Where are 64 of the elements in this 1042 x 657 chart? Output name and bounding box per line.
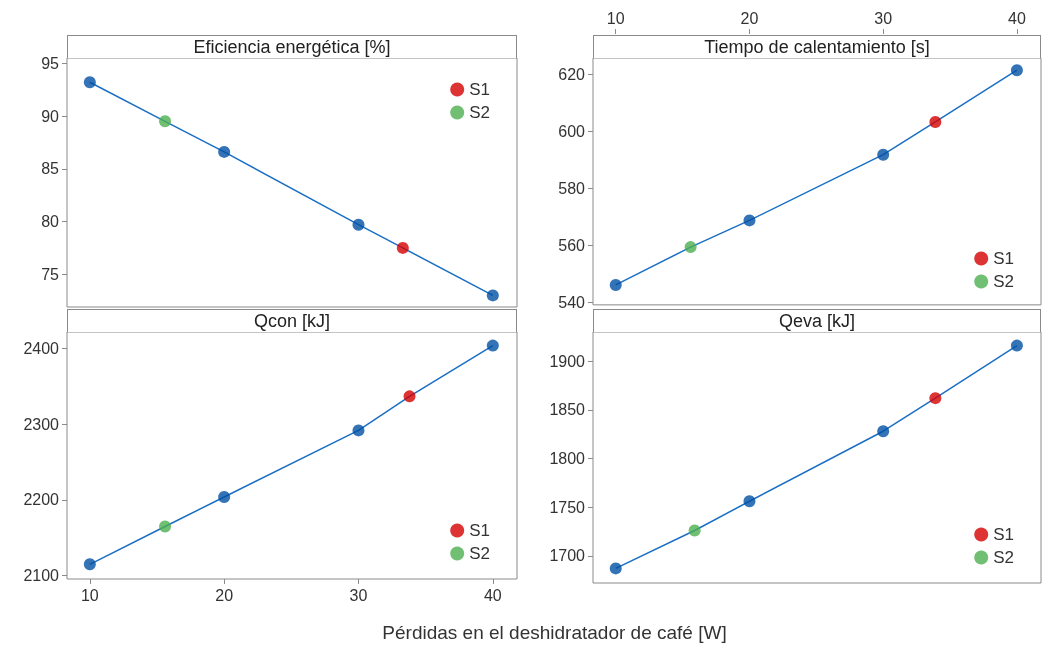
y-tick-label: 620	[558, 65, 586, 83]
x2-tick-label: 40	[1008, 9, 1026, 27]
point	[929, 392, 942, 405]
x-axis-title: Pérdidas en el deshidratador de café [W]	[381, 622, 728, 644]
y-tick-label: 1750	[549, 498, 586, 516]
point	[218, 490, 231, 503]
x2-tick-label: 10	[606, 9, 625, 27]
chart-title: Qeva [kJ]	[593, 309, 1041, 332]
point	[929, 115, 942, 128]
point	[159, 520, 172, 533]
point	[352, 424, 365, 437]
y-tick-label: 2200	[23, 491, 60, 509]
point	[743, 214, 756, 227]
point	[486, 339, 499, 352]
point	[83, 76, 96, 89]
y-tick-label: 600	[558, 122, 586, 140]
point	[83, 558, 96, 571]
y-tick-label: 90	[41, 107, 60, 125]
point	[1010, 64, 1023, 77]
y-tick-label: 560	[558, 236, 586, 254]
legend-label: S2	[993, 272, 1014, 291]
y-tick-label: 2300	[23, 415, 60, 433]
point	[396, 241, 409, 254]
legend-label: S2	[993, 548, 1014, 567]
y-tick-label: 95	[41, 54, 60, 72]
point	[688, 524, 701, 537]
point	[609, 278, 622, 291]
y-tick-label: 2100	[23, 567, 60, 585]
x-tick-label: 20	[215, 586, 234, 604]
x-tick-label: 40	[483, 586, 502, 604]
chart-title: Tiempo de calentamiento [s]	[593, 35, 1041, 58]
y-tick-label: 1800	[549, 449, 586, 467]
y-tick-label: 80	[41, 213, 60, 231]
y-tick-label: 1700	[549, 547, 586, 565]
point	[877, 425, 890, 438]
y-tick-label: 75	[41, 265, 60, 283]
y-tick-label: 2400	[23, 340, 60, 358]
legend-label: S1	[469, 521, 490, 540]
legend-label: S1	[993, 249, 1014, 268]
x-tick-label: 10	[80, 586, 99, 604]
legend-label: S2	[469, 544, 490, 563]
y-tick-label: 580	[558, 179, 586, 197]
point	[218, 145, 231, 158]
point	[609, 562, 622, 575]
y-tick-label: 1900	[549, 352, 586, 370]
point	[684, 241, 697, 254]
x-tick-label: 30	[349, 586, 368, 604]
x2-tick-label: 30	[874, 9, 893, 27]
y-tick-label: 1850	[549, 401, 586, 419]
point	[1010, 339, 1023, 352]
point	[159, 115, 172, 128]
legend-label: S1	[993, 525, 1014, 544]
legend-label: S2	[469, 103, 490, 122]
chart-title: Qcon [kJ]	[67, 309, 517, 332]
point	[486, 289, 499, 302]
x2-tick-label: 20	[740, 9, 759, 27]
point	[403, 390, 416, 403]
point	[743, 495, 756, 508]
legend-label: S1	[469, 80, 490, 99]
point	[877, 148, 890, 161]
y-tick-label: 85	[41, 160, 60, 178]
y-tick-label: 540	[558, 293, 586, 311]
chart-title: Eficiencia energética [%]	[67, 35, 517, 58]
point	[352, 218, 365, 231]
